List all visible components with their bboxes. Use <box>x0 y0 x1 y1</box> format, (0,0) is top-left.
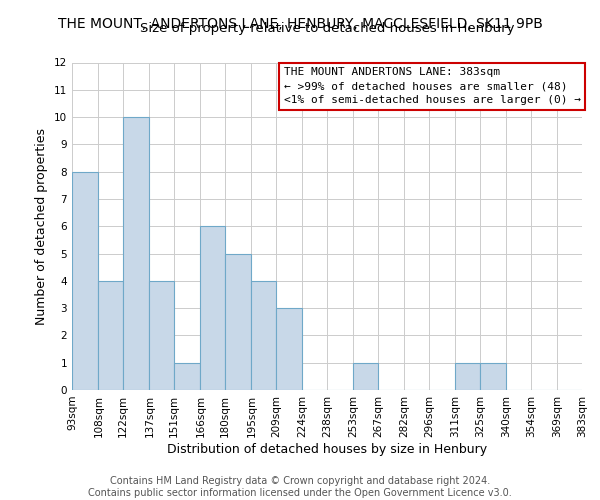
Bar <box>174 362 200 390</box>
Bar <box>353 362 378 390</box>
Text: THE MOUNT, ANDERTONS LANE, HENBURY, MACCLESFIELD, SK11 9PB: THE MOUNT, ANDERTONS LANE, HENBURY, MACC… <box>58 18 542 32</box>
Title: Size of property relative to detached houses in Henbury: Size of property relative to detached ho… <box>140 22 514 35</box>
Bar <box>200 226 225 390</box>
Text: THE MOUNT ANDERTONS LANE: 383sqm
← >99% of detached houses are smaller (48)
<1% : THE MOUNT ANDERTONS LANE: 383sqm ← >99% … <box>284 68 581 106</box>
Bar <box>225 254 251 390</box>
X-axis label: Distribution of detached houses by size in Henbury: Distribution of detached houses by size … <box>167 442 487 456</box>
Bar <box>480 362 506 390</box>
Text: Contains HM Land Registry data © Crown copyright and database right 2024.
Contai: Contains HM Land Registry data © Crown c… <box>88 476 512 498</box>
Bar <box>123 117 149 390</box>
Y-axis label: Number of detached properties: Number of detached properties <box>35 128 49 325</box>
Bar <box>98 281 123 390</box>
Bar <box>149 281 174 390</box>
Bar <box>276 308 302 390</box>
Bar <box>72 172 98 390</box>
Bar <box>251 281 276 390</box>
Bar <box>455 362 480 390</box>
